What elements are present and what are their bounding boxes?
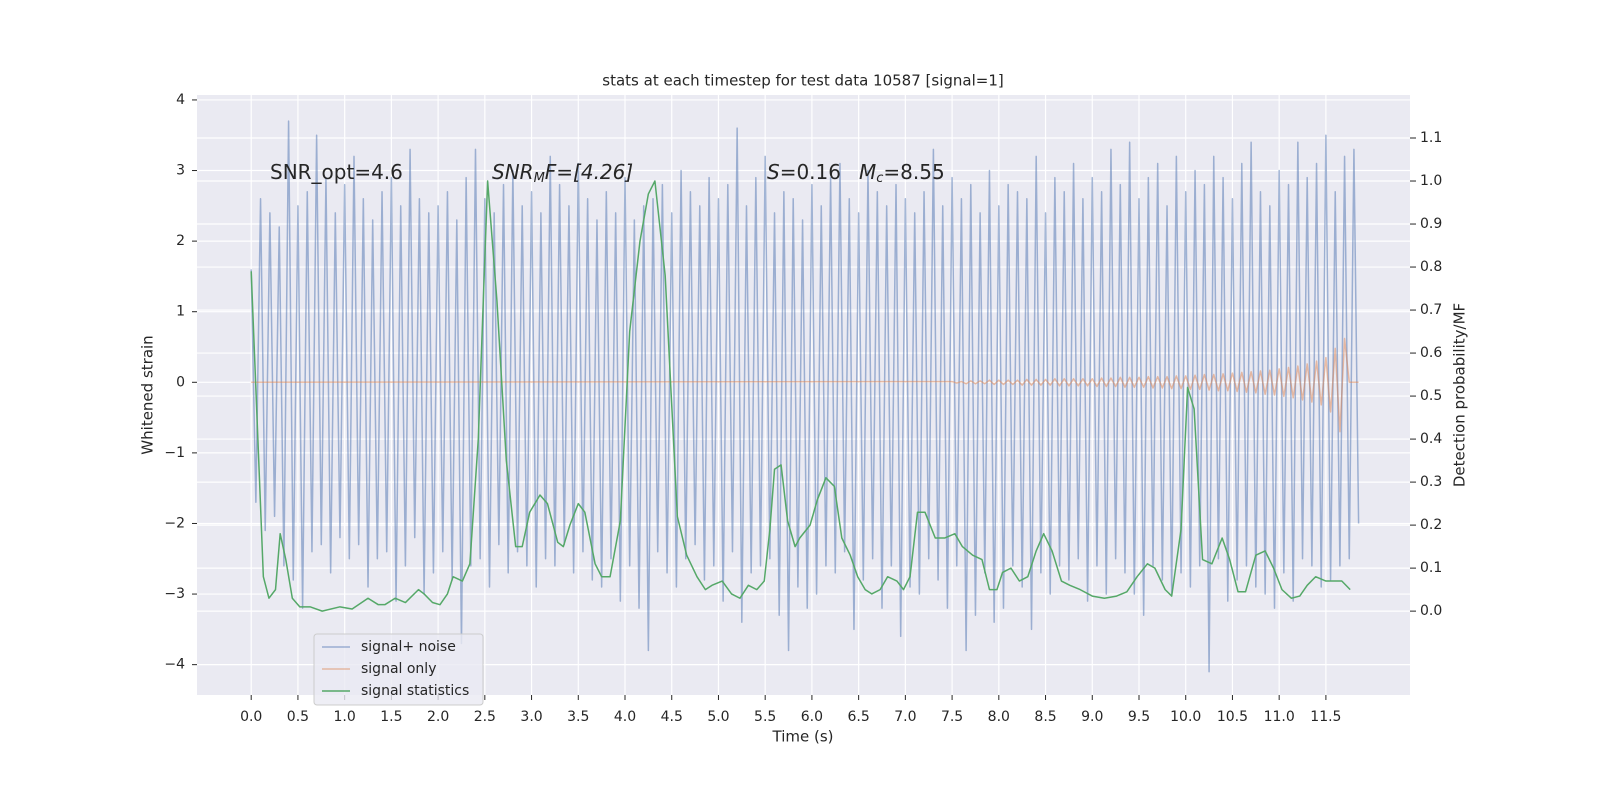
legend-label: signal+ noise <box>361 639 456 655</box>
axes: 0.0 0.5 1.0 1.5 2.0 2.5 3.0 3.5 4.0 4.5 5.0 5.5 6.0 6… <box>164 92 1442 725</box>
x-tick-label: 7.0 <box>894 709 916 725</box>
annotation: Mc=8.55 <box>859 160 945 186</box>
annotation-part: F=[4.26] <box>545 160 633 184</box>
y-tick-label: 4 <box>176 92 185 108</box>
y2-tick-label: 0.2 <box>1420 517 1442 533</box>
legend-box <box>313 633 484 706</box>
annotation: SNRMF=[4.26] <box>492 160 633 186</box>
x-tick-label: 9.0 <box>1081 709 1103 725</box>
annotation-part: =0.16 <box>780 160 841 184</box>
series-line <box>251 337 1359 433</box>
annotation-part: SNR <box>492 160 534 184</box>
annotation-part: SNR_opt=4.6 <box>270 160 403 184</box>
x-tick-label: 11.0 <box>1264 709 1295 725</box>
annotations: SNR_opt=4.6 SNRMF=[4.26] S=0.16 Mc=8.55 <box>270 160 945 186</box>
x-tick-label: 0.0 <box>240 709 262 725</box>
legend-label: signal statistics <box>361 683 469 699</box>
y-tick-label: 1 <box>176 304 185 320</box>
x-tick-label: 0.5 <box>287 709 309 725</box>
x-tick-label: 5.0 <box>707 709 729 725</box>
x-tick-label: 3.5 <box>567 709 589 725</box>
x-tick-label: 4.0 <box>614 709 636 725</box>
y2-tick-label: 1.1 <box>1420 130 1442 146</box>
x-tick-label: 10.5 <box>1217 709 1248 725</box>
x-tick-label: 9.5 <box>1128 709 1150 725</box>
series-line <box>250 180 1351 612</box>
annotation-part: M <box>859 160 876 184</box>
y2-tick-label: 0.7 <box>1420 302 1442 318</box>
x-tick-label: 2.5 <box>474 709 496 725</box>
x-tick-label: 8.5 <box>1034 709 1056 725</box>
y2-tick-label: 0.4 <box>1420 431 1442 447</box>
y2-tick-label: 0.6 <box>1420 345 1442 361</box>
annotation: S=0.16 <box>767 160 841 184</box>
annotation-part: S <box>767 160 780 184</box>
series-line <box>250 120 1360 673</box>
y2-tick-label: 0.1 <box>1420 560 1442 576</box>
annotation-part: M <box>534 171 545 186</box>
legend: signal+ noise signal only signal statistic… <box>313 633 484 706</box>
y2-tick-label: 1.0 <box>1420 173 1442 189</box>
y-tick-label: −1 <box>164 445 185 461</box>
y-tick-label: 0 <box>176 374 185 390</box>
y2-tick-label: 0.0 <box>1420 603 1442 619</box>
chart-title: stats at each timestep for test data 105… <box>602 72 1003 90</box>
marks <box>250 120 1360 673</box>
y2-tick-label: 0.8 <box>1420 259 1442 275</box>
x-tick-label: 10.0 <box>1170 709 1201 725</box>
y-axis-label: Whitened strain <box>139 335 157 454</box>
x-tick-label: 2.0 <box>427 709 449 725</box>
x-tick-label: 4.5 <box>661 709 683 725</box>
y-tick-label: −3 <box>164 586 185 602</box>
annotation-part: c <box>876 171 883 186</box>
x-tick-label: 1.5 <box>380 709 402 725</box>
x-tick-label: 3.0 <box>520 709 542 725</box>
y-tick-label: 2 <box>176 233 185 249</box>
y2-tick-label: 0.9 <box>1420 216 1442 232</box>
y2-tick-label: 0.3 <box>1420 474 1442 490</box>
y-tick-label: 3 <box>176 163 185 179</box>
x-axis-label: Time (s) <box>772 728 834 746</box>
y-tick-label: −2 <box>164 515 185 531</box>
x-tick-label: 1.0 <box>334 709 356 725</box>
y2-tick-label: 0.5 <box>1420 388 1442 404</box>
annotation: SNR_opt=4.6 <box>270 160 403 184</box>
legend-label: signal only <box>361 661 436 677</box>
x-tick-label: 5.5 <box>754 709 776 725</box>
y-tick-label: −4 <box>164 657 185 673</box>
x-tick-label: 6.0 <box>801 709 823 725</box>
x-tick-label: 7.5 <box>941 709 963 725</box>
y2-axis-label: Detection probability/MF <box>1451 303 1469 487</box>
annotation-part: =8.55 <box>883 160 944 184</box>
x-tick-label: 11.5 <box>1310 709 1341 725</box>
x-tick-label: 8.0 <box>988 709 1010 725</box>
x-tick-label: 6.5 <box>848 709 870 725</box>
